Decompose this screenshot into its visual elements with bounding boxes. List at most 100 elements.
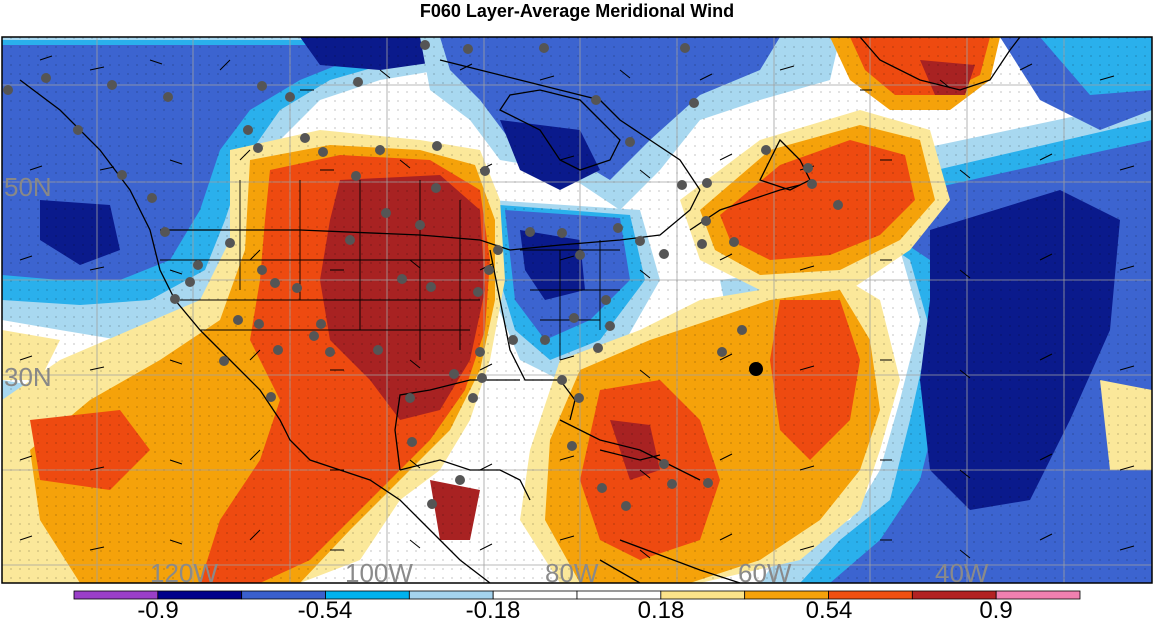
station-marker (253, 143, 263, 153)
station-marker (219, 356, 229, 366)
lon-label-120w: 120W (150, 558, 218, 588)
highlight-station-marker (749, 362, 763, 376)
station-marker (761, 145, 771, 155)
station-marker (591, 95, 601, 105)
colorbar-label-0-54: 0.54 (806, 597, 853, 622)
map-plot-area: 50N 30N 120W 100W 80W 60W 40W (2, 37, 1152, 588)
station-marker (659, 249, 669, 259)
station-marker (431, 183, 441, 193)
station-marker (257, 265, 267, 275)
station-marker (557, 228, 567, 238)
station-marker (107, 80, 117, 90)
station-marker (420, 40, 430, 50)
station-marker (635, 236, 645, 246)
station-marker (659, 459, 669, 469)
station-marker (717, 347, 727, 357)
station-marker (803, 163, 813, 173)
lon-label-100w: 100W (345, 558, 413, 588)
station-marker (353, 77, 363, 87)
station-marker (468, 393, 478, 403)
station-marker (432, 141, 442, 151)
station-marker (397, 274, 407, 284)
station-marker (270, 278, 280, 288)
station-marker (677, 180, 687, 190)
station-marker (351, 171, 361, 181)
station-marker (318, 147, 328, 157)
colorbar-label-0-18: 0.18 (638, 597, 685, 622)
station-marker (292, 283, 302, 293)
station-marker (480, 166, 490, 176)
station-marker (493, 245, 503, 255)
station-marker (147, 193, 157, 203)
station-marker (375, 145, 385, 155)
station-marker (597, 483, 607, 493)
station-marker (309, 331, 319, 341)
lat-label-50n: 50N (4, 172, 52, 202)
station-marker (407, 437, 417, 447)
station-marker (41, 73, 51, 83)
station-marker (613, 223, 623, 233)
colorbar-label-neg-0-9: -0.9 (137, 597, 178, 622)
map-title: F060 Layer-Average Meridional Wind (419, 1, 735, 21)
station-marker (625, 137, 635, 147)
station-marker (381, 208, 391, 218)
station-marker (257, 81, 267, 91)
lat-label-30n: 30N (4, 362, 52, 392)
station-marker (170, 294, 180, 304)
station-marker (621, 501, 631, 511)
station-marker (605, 321, 615, 331)
lon-label-60w: 60W (738, 558, 792, 588)
station-marker (697, 239, 707, 249)
station-marker (477, 373, 487, 383)
station-marker (484, 265, 494, 275)
colorbar-label-0-9: 0.9 (979, 597, 1012, 622)
station-marker (473, 287, 483, 297)
station-marker (73, 125, 83, 135)
station-markers (3, 40, 843, 511)
station-marker (193, 260, 203, 270)
station-marker (557, 375, 567, 385)
station-marker (185, 277, 195, 287)
station-marker (345, 235, 355, 245)
station-marker (243, 125, 253, 135)
station-marker (701, 216, 711, 226)
colorbar-label-neg-0-54: -0.54 (298, 597, 353, 622)
station-marker (426, 282, 436, 292)
station-marker (405, 393, 415, 403)
stipple-overlay (2, 37, 1152, 583)
station-marker (689, 98, 699, 108)
station-marker (325, 347, 335, 357)
station-marker (427, 499, 437, 509)
station-marker (680, 43, 690, 53)
station-marker (702, 178, 712, 188)
station-marker (601, 295, 611, 305)
station-marker (508, 335, 518, 345)
station-marker (254, 319, 264, 329)
station-marker (163, 92, 173, 102)
station-marker (574, 393, 584, 403)
station-marker (273, 345, 283, 355)
station-marker (463, 44, 473, 54)
station-marker (575, 250, 585, 260)
station-marker (316, 319, 326, 329)
station-marker (415, 220, 425, 230)
station-marker (449, 369, 459, 379)
map-border (1, 36, 1153, 584)
station-marker (703, 478, 713, 488)
colorbar (73, 590, 1081, 600)
station-marker (833, 200, 843, 210)
station-marker (569, 313, 579, 323)
station-marker (475, 347, 485, 357)
station-marker (160, 227, 170, 237)
station-marker (266, 392, 276, 402)
station-marker (567, 441, 577, 451)
station-marker (117, 170, 127, 180)
station-marker (807, 179, 817, 189)
station-marker (455, 475, 465, 485)
station-marker (285, 92, 295, 102)
colorbar-swatch (995, 590, 1081, 600)
station-marker (373, 345, 383, 355)
station-marker (233, 315, 243, 325)
station-marker (729, 237, 739, 247)
lon-label-40w: 40W (935, 558, 989, 588)
